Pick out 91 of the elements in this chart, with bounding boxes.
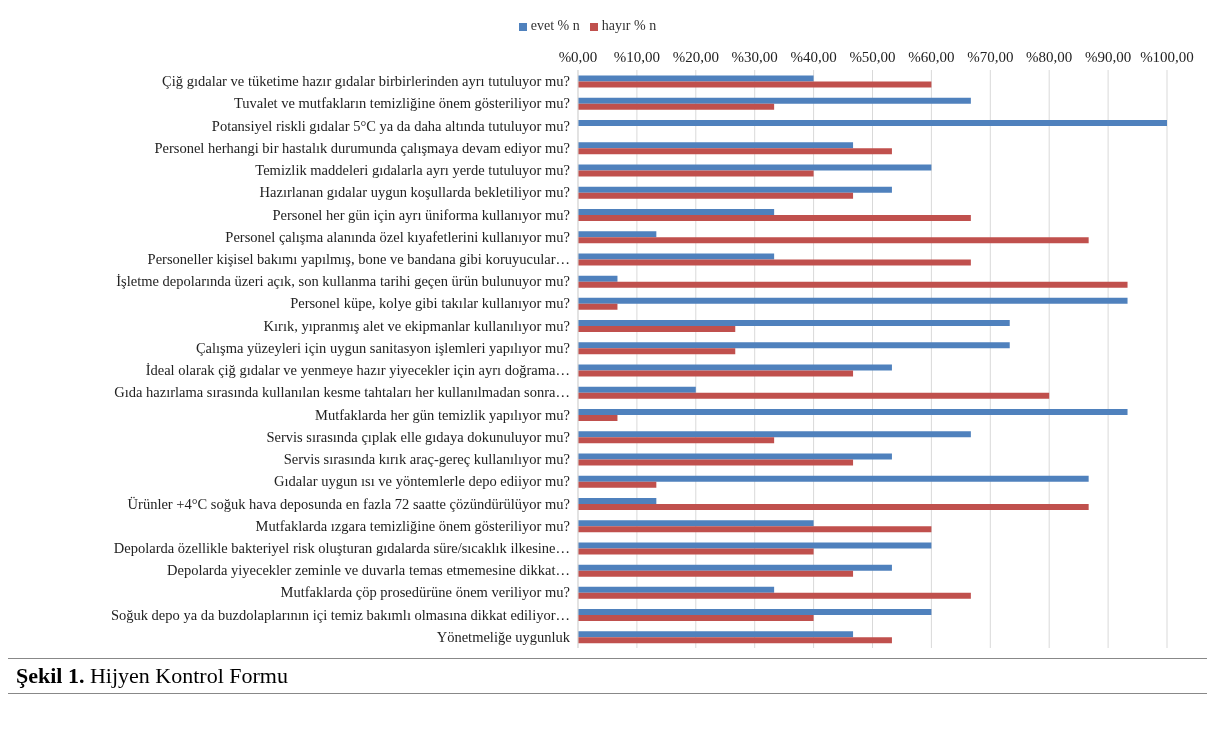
- x-tick-label: %60,00: [908, 49, 955, 65]
- bar: [578, 148, 892, 155]
- legend-label: hayır % n: [601, 18, 657, 33]
- bar: [578, 520, 814, 527]
- bar: [578, 409, 1128, 416]
- y-tick-label: Tuvalet ve mutfakların temizliğine önem gösteriliyor mu?: [233, 95, 570, 112]
- text: Şekil 1. Hijyen Kontrol Formu: [8, 658, 1207, 694]
- bar: [578, 526, 932, 533]
- y-tick-label: Personel herhangi bir hastalık durumunda çalışmaya devam ediyor mu?: [154, 139, 570, 156]
- bar: [578, 497, 657, 504]
- bar: [578, 275, 618, 282]
- bar: [578, 120, 1167, 127]
- bar: [578, 542, 932, 549]
- bar: [578, 170, 814, 177]
- y-tick-label: İşletme depolarında üzeri açık, son kullanma tarihi geçen ürün bulunuyor mu?: [116, 273, 570, 290]
- y-tick-label: Çalışma yüzeyleri için uygun sanitasyon işlemleri yapılıyor mu?: [195, 339, 570, 356]
- y-tick-label: Yönetmeliğe uygunluk: [436, 628, 571, 645]
- x-tick-label: %90,00: [1084, 49, 1132, 65]
- bar: [578, 609, 932, 616]
- y-tick-label: Mutfaklarda çöp prosedürüne önem veriliyor mu?: [280, 584, 570, 601]
- y-tick-label: Personel her gün için ayrı üniforma kullanıyor mu?: [272, 206, 570, 223]
- bar: [578, 231, 657, 238]
- bar: [578, 570, 854, 577]
- bar: [578, 631, 854, 638]
- bar: [578, 214, 971, 221]
- bar: [578, 164, 932, 171]
- bar: [578, 386, 696, 393]
- x-tick-label: %0,00: [558, 49, 598, 65]
- bar: [578, 186, 892, 193]
- bar: [578, 592, 971, 599]
- y-tick-label: Mutfaklarda ızgara temizliğine önem gösteriliyor mu?: [255, 517, 570, 534]
- bar: [578, 348, 736, 355]
- legend-label: evet % n: [530, 18, 580, 33]
- y-tick-label: Servis sırasında kırık araç-gereç kullanılıyor mu?: [283, 451, 570, 468]
- bar: [578, 564, 892, 571]
- bar: [578, 431, 971, 438]
- bar: [578, 281, 1128, 288]
- y-tick-label: Depolarda yiyecekler zeminle ve duvarla temas etmemesine dikkat…: [166, 562, 570, 579]
- y-tick-label: Hazırlanan gıdalar uygun koşullarda bekletiliyor mu?: [259, 184, 570, 201]
- y-tick-label: Personel çalışma alanında özel kıyafetlerini kullanıyor mu?: [225, 228, 570, 245]
- y-tick-label: Servis sırasında çıplak elle gıdaya dokunuluyor mu?: [266, 428, 570, 445]
- bar: [578, 192, 854, 199]
- bar: [578, 81, 932, 88]
- bar: [578, 586, 775, 593]
- y-tick-label: Gıda hazırlama sırasında kullanılan kesme tahtaları her kullanılmadan sonra…: [114, 384, 570, 401]
- bar: [578, 453, 892, 460]
- bar: [578, 475, 1089, 482]
- bar: [578, 103, 775, 110]
- bar: [578, 370, 854, 377]
- bar: [578, 320, 1010, 327]
- bar: [578, 415, 618, 422]
- y-tick-label: Potansiyel riskli gıdalar 5°C ya da daha altında tutuluyor mu?: [211, 117, 570, 134]
- x-tick-label: %80,00: [1026, 49, 1073, 65]
- y-tick-label: Çiğ gıdalar ve tüketime hazır gıdalar birbirlerinden ayrı tutuluyor mu?: [162, 73, 570, 90]
- y-tick-label: Personel küpe, kolye gibi takılar kullanıyor mu?: [290, 295, 570, 312]
- x-tick-label: %40,00: [790, 49, 837, 65]
- x-tick-label: %50,00: [849, 49, 896, 65]
- bar: [578, 142, 854, 149]
- x-tick-label: %20,00: [672, 49, 719, 65]
- y-tick-label: Soğuk depo ya da buzdolaplarının içi temiz bakımlı olmasına dikkat ediliyor…: [110, 606, 570, 623]
- x-tick-label: %100,00: [1140, 49, 1194, 65]
- bar: [578, 237, 1089, 244]
- bar: [578, 208, 775, 215]
- x-tick-label: %10,00: [613, 49, 661, 65]
- bar: [578, 253, 775, 260]
- y-tick-label: İdeal olarak çiğ gıdalar ve yenmeye hazır yiyecekler için ayrı doğrama…: [145, 362, 570, 379]
- y-tick-label: Kırık, yıpranmış alet ve ekipmanlar kullanılıyor mu?: [263, 317, 570, 334]
- bar: [578, 364, 892, 371]
- bar: [578, 297, 1128, 304]
- bar: [578, 97, 971, 104]
- x-tick-label: %30,00: [731, 49, 778, 65]
- bar: [578, 259, 971, 266]
- bar: [578, 481, 657, 488]
- y-tick-label: Temizlik maddeleri gıdalarla ayrı yerde tutuluyor mu?: [255, 162, 570, 179]
- x-tick-label: %70,00: [967, 49, 1014, 65]
- bar: [578, 392, 1050, 399]
- bar: [578, 637, 892, 644]
- bar: [578, 503, 1089, 510]
- bar: [578, 326, 736, 333]
- bar: [578, 437, 775, 444]
- bar: [578, 75, 814, 82]
- y-tick-label: Depolarda özellikle bakteriyel risk oluşturan gıdalarda süre/sıcaklık ilkesine…: [113, 539, 570, 556]
- bar: [578, 548, 814, 555]
- y-tick-label: Mutfaklarda her gün temizlik yapılıyor mu?: [315, 406, 570, 423]
- y-tick-label: Ürünler +4°C soğuk hava deposunda en fazla 72 saatte çözündürülüyor mu?: [127, 495, 570, 512]
- bar: [578, 303, 618, 310]
- bar: [578, 459, 854, 466]
- y-tick-label: Gıdalar uygun ısı ve yöntemlerle depo ediiyor mu?: [274, 473, 570, 490]
- bar: [578, 342, 1010, 349]
- bar: [578, 615, 814, 622]
- y-tick-label: Personeller kişisel bakımı yapılmış, bone ve bandana gibi koruyucular…: [147, 250, 570, 267]
